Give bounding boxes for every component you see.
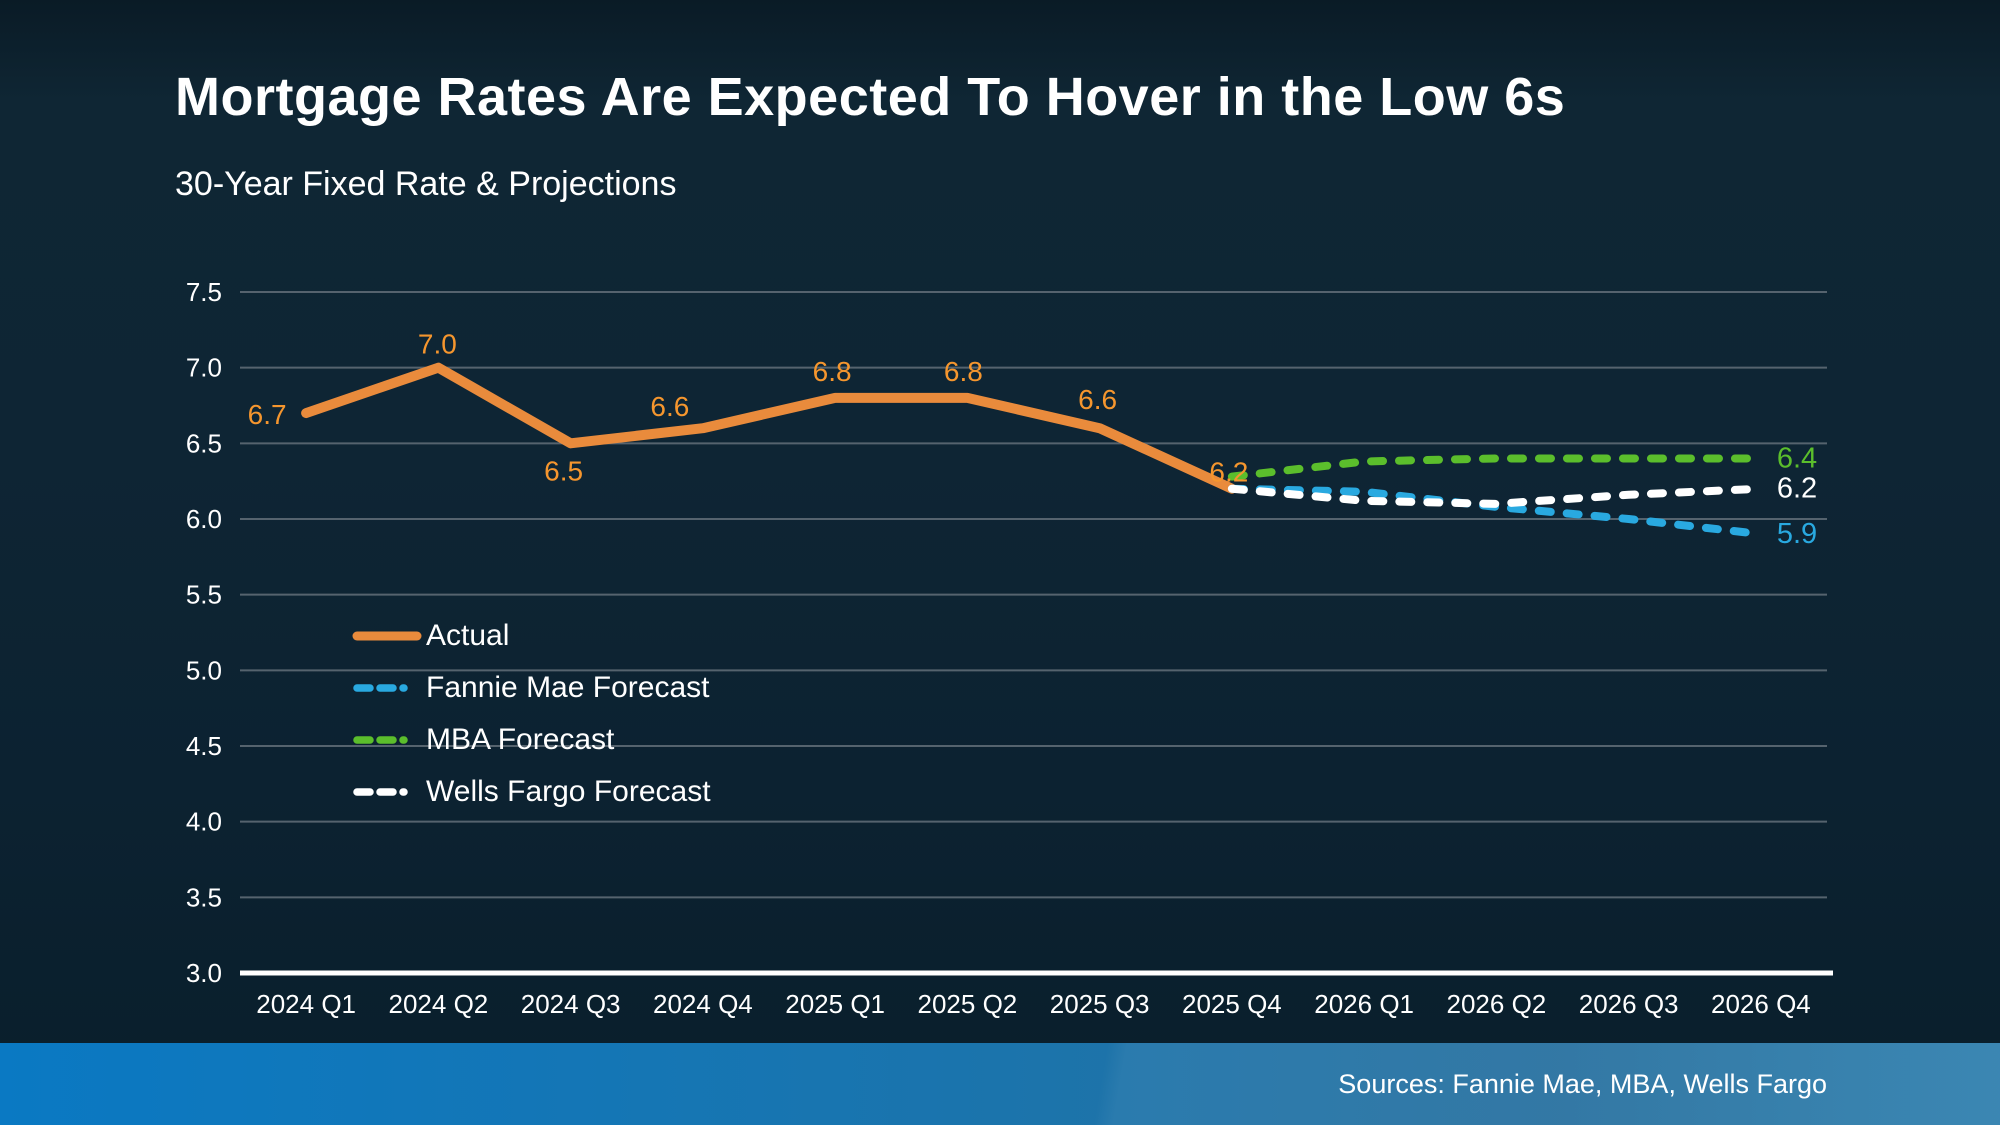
y-tick-label: 4.5 [186, 731, 222, 761]
y-tick-label: 6.5 [186, 428, 222, 458]
point-label-actual: 6.5 [544, 455, 583, 486]
y-tick-label: 3.0 [186, 958, 222, 988]
footer-bar: Sources: Fannie Mae, MBA, Wells Fargo [0, 1043, 2000, 1125]
page-subtitle: 30-Year Fixed Rate & Projections [175, 165, 677, 203]
point-label-actual: 6.8 [813, 356, 852, 387]
legend-label-actual: Actual [426, 619, 510, 652]
x-tick-label: 2025 Q4 [1182, 989, 1282, 1019]
end-label-mba-forecast: 6.4 [1777, 442, 1817, 474]
x-tick-label: 2025 Q1 [785, 989, 885, 1019]
y-tick-label: 5.0 [186, 655, 222, 685]
point-label-actual: 6.2 [1209, 457, 1248, 488]
y-tick-label: 4.0 [186, 807, 222, 837]
page-title: Mortgage Rates Are Expected To Hover in … [175, 67, 1566, 127]
legend-item-wells-fargo-forecast: Wells Fargo Forecast [352, 766, 711, 818]
legend-item-actual: Actual [352, 610, 711, 662]
y-tick-label: 7.5 [186, 277, 222, 307]
x-tick-label: 2024 Q3 [521, 989, 621, 1019]
legend-item-fannie-mae-forecast: Fannie Mae Forecast [352, 662, 711, 714]
x-tick-label: 2025 Q3 [1050, 989, 1150, 1019]
x-tick-label: 2024 Q1 [256, 989, 356, 1019]
point-label-actual: 7.0 [418, 329, 457, 360]
y-tick-label: 3.5 [186, 882, 222, 912]
legend-label-mba-forecast: MBA Forecast [426, 723, 615, 756]
x-tick-label: 2024 Q4 [653, 989, 753, 1019]
x-tick-label: 2025 Q2 [918, 989, 1018, 1019]
legend-label-fannie-mae-forecast: Fannie Mae Forecast [426, 671, 710, 704]
series-line-mba-forecast [1227, 454, 1765, 481]
series-lines-group [301, 362, 1765, 539]
legend-swatch-wells-fargo-forecast-icon [353, 788, 421, 796]
x-tick-label: 2024 Q2 [389, 989, 489, 1019]
x-tick-label: 2026 Q3 [1579, 989, 1679, 1019]
y-tick-label: 5.5 [186, 580, 222, 610]
legend-swatch-actual-icon [352, 631, 422, 641]
x-tick-label: 2026 Q4 [1711, 989, 1811, 1019]
x-tick-label: 2026 Q1 [1314, 989, 1414, 1019]
point-label-actual: 6.6 [650, 391, 689, 422]
point-label-actual: 6.7 [248, 399, 287, 430]
y-tick-label: 6.0 [186, 504, 222, 534]
point-label-actual: 6.6 [1078, 384, 1117, 415]
data-labels-group: 6.77.06.56.66.8 6.86.66.25.96.46.2 [248, 329, 1818, 550]
legend-label-wells-fargo-forecast: Wells Fargo Forecast [426, 775, 711, 808]
legend-item-mba-forecast: MBA Forecast [352, 714, 711, 766]
chart-legend: Actual Fannie Mae Forecast MBA Forecast Wel… [352, 610, 711, 818]
y-tick-label: 7.0 [186, 353, 222, 383]
end-label-wells-fargo-forecast: 6.2 [1777, 473, 1817, 505]
end-label-fannie-mae-forecast: 5.9 [1777, 518, 1817, 550]
legend-swatch-mba-forecast-icon [353, 736, 421, 744]
source-note: Sources: Fannie Mae, MBA, Wells Fargo [1338, 1069, 1827, 1099]
gridlines-group: 3.0 3.5 4.0 4.5 5.0 5.5 6.0 6.5 7.0 7.5 2024 Q1 202… [186, 277, 1833, 1019]
point-label-actual: 6.8 [944, 356, 983, 387]
series-line-actual [301, 362, 1237, 494]
series-line-wells-fargo-forecast [1227, 484, 1765, 508]
legend-swatch-fannie-mae-forecast-icon [353, 684, 421, 692]
x-tick-label: 2026 Q2 [1447, 989, 1547, 1019]
